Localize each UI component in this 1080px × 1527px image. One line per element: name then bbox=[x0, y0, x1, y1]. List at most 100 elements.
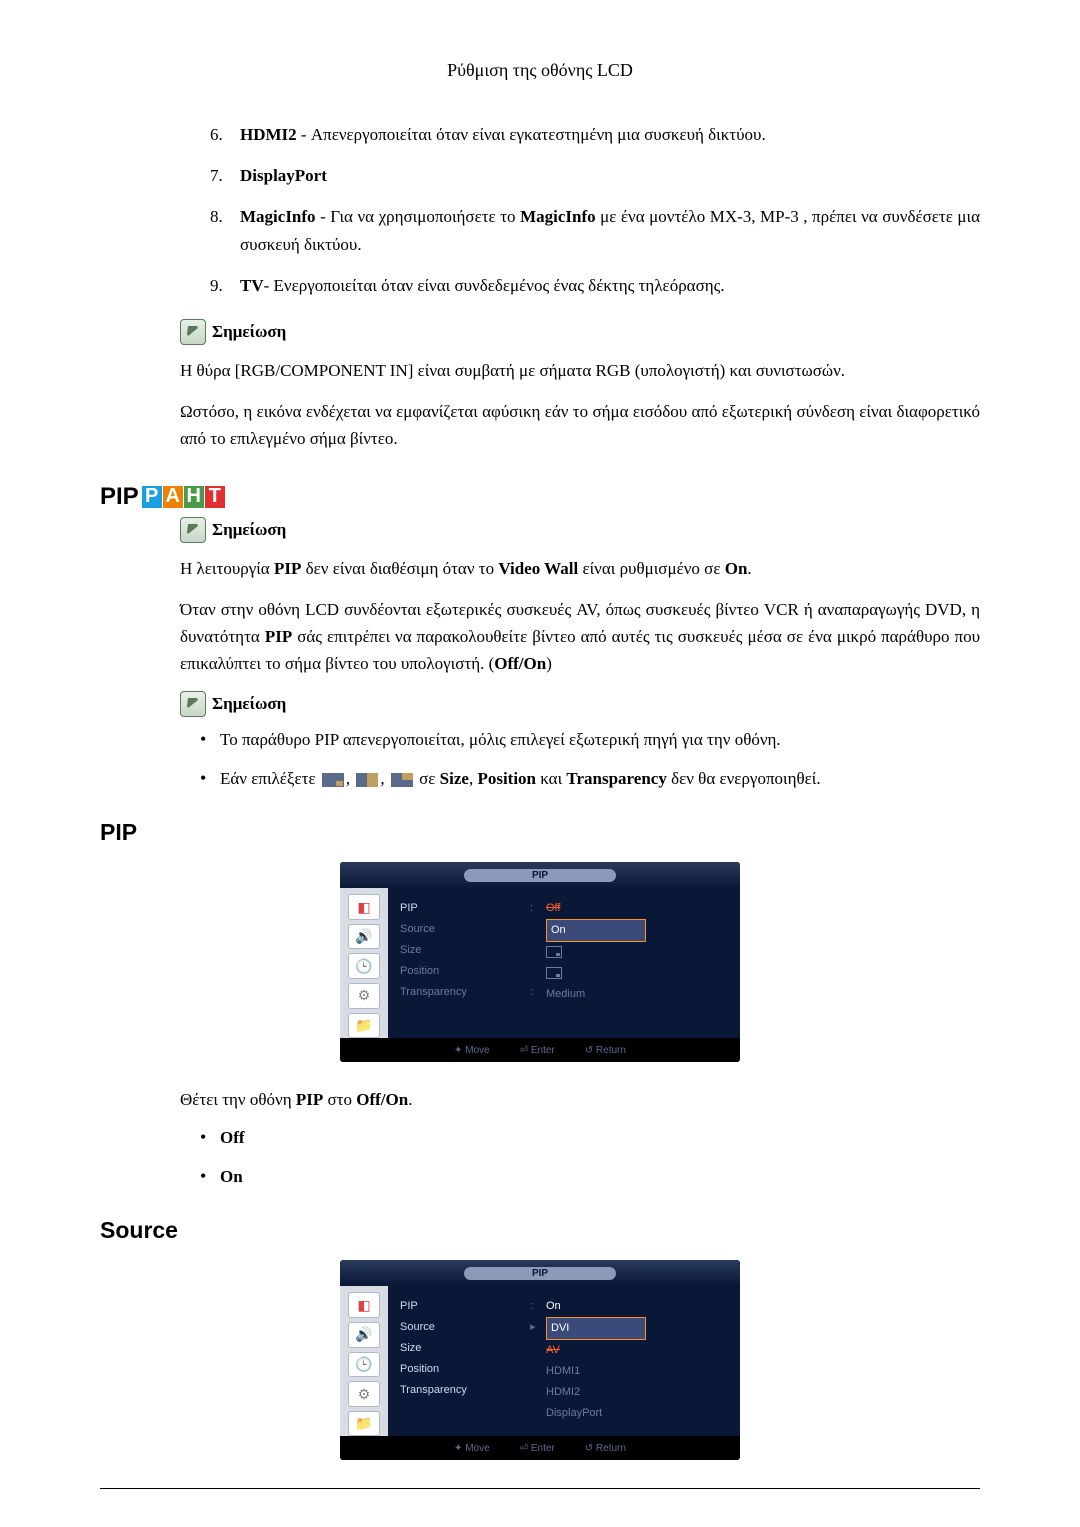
osd-arrow-col: : ▸ bbox=[530, 1296, 546, 1426]
osd-label: Size bbox=[400, 1338, 530, 1359]
note-paragraph: Ωστόσο, η εικόνα ενδέχεται να εμφανίζετα… bbox=[180, 398, 980, 452]
osd-value: DisplayPort bbox=[546, 1403, 728, 1424]
osd-body: ◧ 🔊 🕒 ⚙ 📁 PIP Source Size Position Trans… bbox=[340, 1286, 740, 1436]
item-text: TV- Ενεργοποιείται όταν είναι συνδεδεμέν… bbox=[240, 272, 980, 299]
item-number: 9. bbox=[210, 272, 240, 299]
item-number: 8. bbox=[210, 203, 240, 257]
bullet-icon: • bbox=[200, 1127, 220, 1148]
osd-labels: PIP Source Size Position Transparency bbox=[400, 1296, 530, 1426]
bullet-text: Εάν επιλέξετε , , σε Size, Position και … bbox=[220, 769, 980, 789]
osd-label: Position bbox=[400, 961, 530, 982]
note-label: Σημείωση bbox=[212, 322, 286, 342]
osd-value: HDMI2 bbox=[546, 1382, 728, 1403]
osd-content: PIP Source Size Position Transparency : … bbox=[388, 888, 740, 1038]
bullet-icon: • bbox=[200, 729, 220, 750]
osd-value bbox=[546, 963, 728, 984]
osd-title-bar: PIP bbox=[340, 862, 740, 888]
badge-pip-text: PIP bbox=[100, 483, 139, 511]
osd-settings-icon: ⚙ bbox=[348, 983, 380, 1009]
osd-input-icon: 📁 bbox=[348, 1013, 380, 1039]
osd-value: DVI bbox=[546, 1317, 728, 1340]
list-item: 8.MagicInfo - Για να χρησιμοποιήσετε το … bbox=[210, 203, 980, 257]
osd-arrow: : bbox=[530, 1296, 546, 1317]
osd-value: Medium bbox=[546, 984, 728, 1005]
osd-menu-source: PIP ◧ 🔊 🕒 ⚙ 📁 PIP Source Size Position T… bbox=[340, 1260, 740, 1460]
size-icon bbox=[391, 773, 413, 787]
osd-arrow: : bbox=[530, 982, 546, 1003]
section-heading-source: Source bbox=[100, 1217, 980, 1244]
osd-labels: PIP Source Size Position Transparency bbox=[400, 898, 530, 1028]
note-icon bbox=[180, 691, 206, 717]
osd-values: On DVI AV HDMI1 HDMI2 DisplayPort bbox=[546, 1296, 728, 1426]
osd-arrow: ▸ bbox=[530, 1317, 546, 1338]
note-heading: Σημείωση bbox=[180, 517, 980, 543]
section-heading-pip: PIP bbox=[100, 819, 980, 846]
osd-footer: ✦ Move ⏎ Enter ↺ Return bbox=[340, 1436, 740, 1460]
osd-label: Transparency bbox=[400, 1380, 530, 1401]
osd-label: PIP bbox=[400, 898, 530, 919]
osd-label: Transparency bbox=[400, 982, 530, 1003]
osd-label: PIP bbox=[400, 1296, 530, 1317]
list-item: • Εάν επιλέξετε , , σε Size, Position κα… bbox=[200, 768, 980, 789]
osd-title: PIP bbox=[464, 1267, 616, 1280]
osd-value: Off bbox=[546, 898, 728, 919]
page-header: Ρύθμιση της οθόνης LCD bbox=[100, 60, 980, 81]
bullet-text: Το παράθυρο PIP απενεργοποιείται, μόλις … bbox=[220, 730, 980, 750]
footer-rule bbox=[100, 1488, 980, 1489]
osd-timer-icon: 🕒 bbox=[348, 953, 380, 979]
osd-body: ◧ 🔊 🕒 ⚙ 📁 PIP Source Size Position Trans… bbox=[340, 888, 740, 1038]
osd-arrow: : bbox=[530, 898, 546, 919]
osd-label: Size bbox=[400, 940, 530, 961]
option-text: Off bbox=[220, 1128, 980, 1148]
note-label: Σημείωση bbox=[212, 694, 286, 714]
osd-value: AV bbox=[546, 1340, 728, 1361]
note-icon bbox=[180, 517, 206, 543]
osd-footer-move: ✦ Move bbox=[454, 1045, 490, 1056]
pip-paragraph: Όταν στην οθόνη LCD συνδέονται εξωτερικέ… bbox=[180, 596, 980, 678]
document-page: Ρύθμιση της οθόνης LCD 6.HDMI2 - Απενεργ… bbox=[0, 0, 1080, 1527]
osd-arrow-col: : : bbox=[530, 898, 546, 1028]
osd-footer-return: ↺ Return bbox=[585, 1045, 626, 1056]
osd-value bbox=[546, 942, 728, 963]
bullet-list: • Το παράθυρο PIP απενεργοποιείται, μόλι… bbox=[200, 729, 980, 789]
osd-input-icon: 📁 bbox=[348, 1411, 380, 1437]
pip-description: Θέτει την οθόνη PIP στο Off/On. bbox=[180, 1086, 980, 1113]
pip-badge: PIP PAHT bbox=[100, 483, 980, 511]
osd-sound-icon: 🔊 bbox=[348, 1322, 380, 1348]
bullet-icon: • bbox=[200, 768, 220, 789]
item-number: 7. bbox=[210, 162, 240, 189]
list-item: 7.DisplayPort bbox=[210, 162, 980, 189]
size-icon bbox=[356, 773, 378, 787]
badge-letter: H bbox=[184, 486, 204, 508]
note-heading: Σημείωση bbox=[180, 319, 980, 345]
pip-options-list: • Off • On bbox=[200, 1127, 980, 1187]
osd-values: Off On Medium bbox=[546, 898, 728, 1028]
badge-letter: P bbox=[142, 486, 162, 508]
osd-value: On bbox=[546, 1296, 728, 1317]
note-paragraph: Η θύρα [RGB/COMPONENT IN] είναι συμβατή … bbox=[180, 357, 980, 384]
osd-value: On bbox=[546, 919, 728, 942]
osd-label: Source bbox=[400, 1317, 530, 1338]
bullet-icon: • bbox=[200, 1166, 220, 1187]
osd-footer-enter: ⏎ Enter bbox=[520, 1045, 555, 1056]
note-heading: Σημείωση bbox=[180, 691, 980, 717]
list-item: • On bbox=[200, 1166, 980, 1187]
badge-letter: T bbox=[205, 486, 225, 508]
item-text: MagicInfo - Για να χρησιμοποιήσετε το Ma… bbox=[240, 203, 980, 257]
list-item: 6.HDMI2 - Απενεργοποιείται όταν είναι εγ… bbox=[210, 121, 980, 148]
numbered-list: 6.HDMI2 - Απενεργοποιείται όταν είναι εγ… bbox=[100, 121, 980, 299]
item-text: DisplayPort bbox=[240, 162, 980, 189]
osd-footer-return: ↺ Return bbox=[585, 1443, 626, 1454]
osd-value: HDMI1 bbox=[546, 1361, 728, 1382]
note-label: Σημείωση bbox=[212, 520, 286, 540]
note-icon bbox=[180, 319, 206, 345]
osd-footer-enter: ⏎ Enter bbox=[520, 1443, 555, 1454]
osd-sound-icon: 🔊 bbox=[348, 924, 380, 950]
osd-title-bar: PIP bbox=[340, 1260, 740, 1286]
osd-footer: ✦ Move ⏎ Enter ↺ Return bbox=[340, 1038, 740, 1062]
badge-letter: A bbox=[163, 486, 183, 508]
osd-sidebar: ◧ 🔊 🕒 ⚙ 📁 bbox=[340, 888, 388, 1038]
osd-label: Position bbox=[400, 1359, 530, 1380]
list-item: • Off bbox=[200, 1127, 980, 1148]
osd-content: PIP Source Size Position Transparency : … bbox=[388, 1286, 740, 1436]
